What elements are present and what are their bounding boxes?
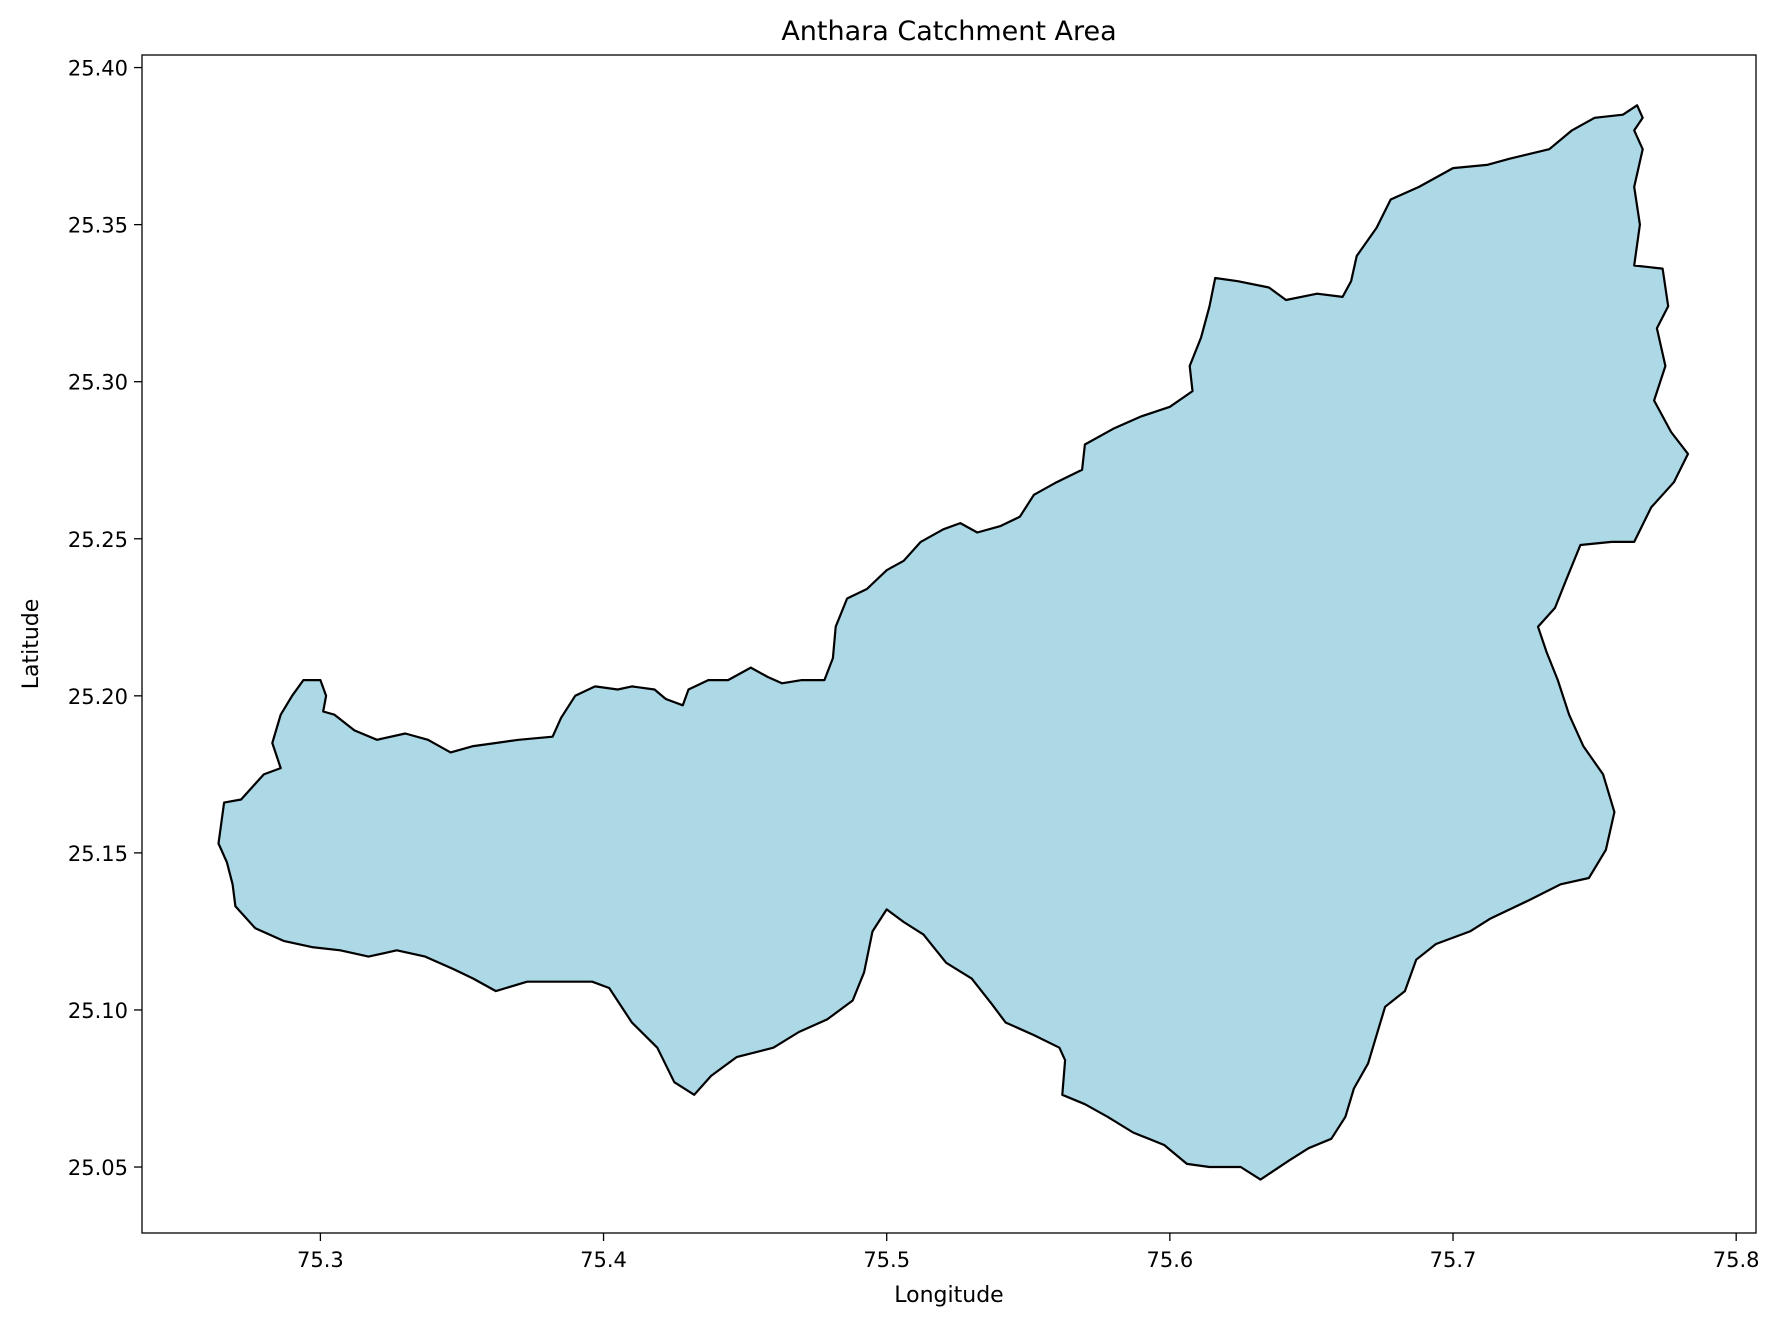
plot-area: [141, 54, 1757, 1234]
y-tick-label: 25.05: [68, 1156, 128, 1180]
x-axis-ticks: 75.3 75.4 75.5 75.6 75.7 75.8: [297, 1233, 1760, 1272]
y-axis-ticks: 25.05 25.10 25.15 25.20 25.25 25.30 25.35 25.40: [68, 57, 142, 1180]
x-tick-label: 75.8: [1713, 1248, 1760, 1272]
x-tick-label: 75.7: [1430, 1248, 1477, 1272]
axes-frame: [141, 54, 1757, 1234]
y-tick-label: 25.35: [68, 214, 128, 238]
x-tick-label: 75.6: [1146, 1248, 1193, 1272]
x-axis-label: Longitude: [894, 1283, 1003, 1308]
y-tick-label: 25.10: [68, 999, 128, 1023]
catchment-area-polygon: [217, 104, 1690, 1181]
chart-title: Anthara Catchment Area: [781, 16, 1116, 47]
y-tick-label: 25.25: [68, 528, 128, 552]
y-tick-label: 25.20: [68, 685, 128, 709]
x-tick-label: 75.5: [863, 1248, 910, 1272]
y-tick-label: 25.40: [68, 57, 128, 81]
y-tick-label: 25.30: [68, 371, 128, 395]
y-tick-label: 25.15: [68, 842, 128, 866]
y-axis-label: Latitude: [19, 599, 44, 690]
x-tick-label: 75.3: [297, 1248, 344, 1272]
x-tick-label: 75.4: [580, 1248, 627, 1272]
